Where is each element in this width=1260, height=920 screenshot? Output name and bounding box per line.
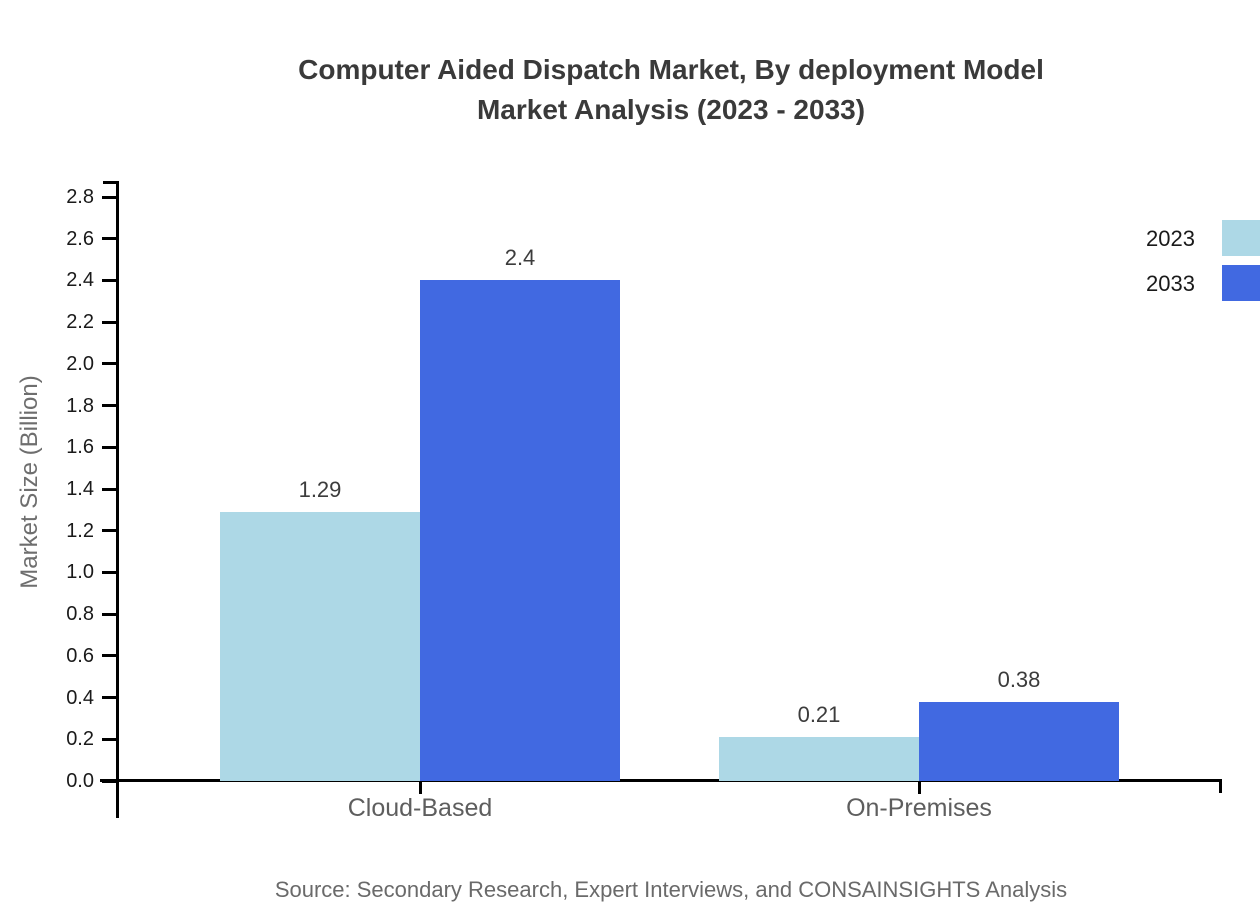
y-tick-label: 0.8 bbox=[66, 603, 94, 626]
y-tick bbox=[102, 779, 116, 783]
bar-on-premises-2023 bbox=[719, 737, 919, 781]
legend-swatch-2023 bbox=[1222, 220, 1260, 256]
x-tick bbox=[418, 781, 422, 794]
y-tick-label: 1.0 bbox=[66, 561, 94, 584]
y-tick bbox=[102, 362, 116, 366]
y-tick-label: 1.2 bbox=[66, 519, 94, 542]
bar-value-label: 1.29 bbox=[298, 477, 342, 502]
legend-label-2023: 2023 bbox=[1146, 226, 1195, 251]
y-tick-label: 0.6 bbox=[66, 644, 94, 667]
y-axis-top-cap bbox=[103, 181, 117, 184]
bar-cloud-based-2033 bbox=[420, 280, 620, 781]
bar-value-label: 2.4 bbox=[504, 245, 536, 270]
y-tick-label: 1.8 bbox=[66, 394, 94, 417]
x-axis-right-cap bbox=[1219, 779, 1222, 793]
y-tick bbox=[102, 696, 116, 700]
chart-title-line2: Market Analysis (2023 - 2033) bbox=[476, 94, 866, 125]
legend-swatch-2033 bbox=[1222, 265, 1260, 301]
bar-value-label: 0.21 bbox=[797, 702, 841, 727]
x-category-label: Cloud-Based bbox=[347, 794, 493, 822]
y-tick bbox=[102, 195, 116, 199]
y-tick bbox=[102, 612, 116, 616]
chart-title-line1: Computer Aided Dispatch Market, By deplo… bbox=[298, 54, 1044, 85]
y-tick-label: 2.2 bbox=[66, 311, 94, 334]
y-tick bbox=[102, 445, 116, 449]
y-tick-label: 1.6 bbox=[66, 436, 94, 459]
y-tick bbox=[102, 570, 116, 574]
y-tick-label: 0.0 bbox=[66, 770, 94, 792]
legend-label-2033: 2033 bbox=[1146, 271, 1195, 296]
y-tick-label: 2.8 bbox=[66, 186, 94, 208]
y-tick-label: 2.4 bbox=[66, 269, 94, 292]
x-tick bbox=[917, 781, 921, 794]
x-axis-line bbox=[100, 779, 1222, 782]
y-tick bbox=[102, 404, 116, 408]
y-tick-label: 0.4 bbox=[66, 686, 94, 709]
y-tick bbox=[102, 278, 116, 282]
x-category-label: On-Premises bbox=[846, 794, 992, 822]
y-tick bbox=[102, 487, 116, 491]
y-tick-label: 2.0 bbox=[66, 352, 94, 375]
bar-on-premises-2033 bbox=[919, 702, 1119, 781]
chart-title: Computer Aided Dispatch Market, By deplo… bbox=[120, 50, 1222, 130]
source-attribution: Source: Secondary Research, Expert Inter… bbox=[274, 877, 1068, 902]
y-tick-label: 2.6 bbox=[66, 227, 94, 250]
y-axis-line bbox=[116, 181, 119, 818]
y-tick bbox=[102, 654, 116, 658]
y-tick-label: 1.4 bbox=[66, 478, 94, 500]
bar-cloud-based-2023 bbox=[220, 512, 420, 781]
y-tick bbox=[102, 737, 116, 741]
y-tick-label: 0.2 bbox=[66, 728, 94, 751]
y-tick bbox=[102, 529, 116, 533]
y-tick bbox=[102, 237, 116, 241]
bar-value-label: 0.38 bbox=[997, 667, 1041, 692]
y-tick bbox=[102, 320, 116, 324]
